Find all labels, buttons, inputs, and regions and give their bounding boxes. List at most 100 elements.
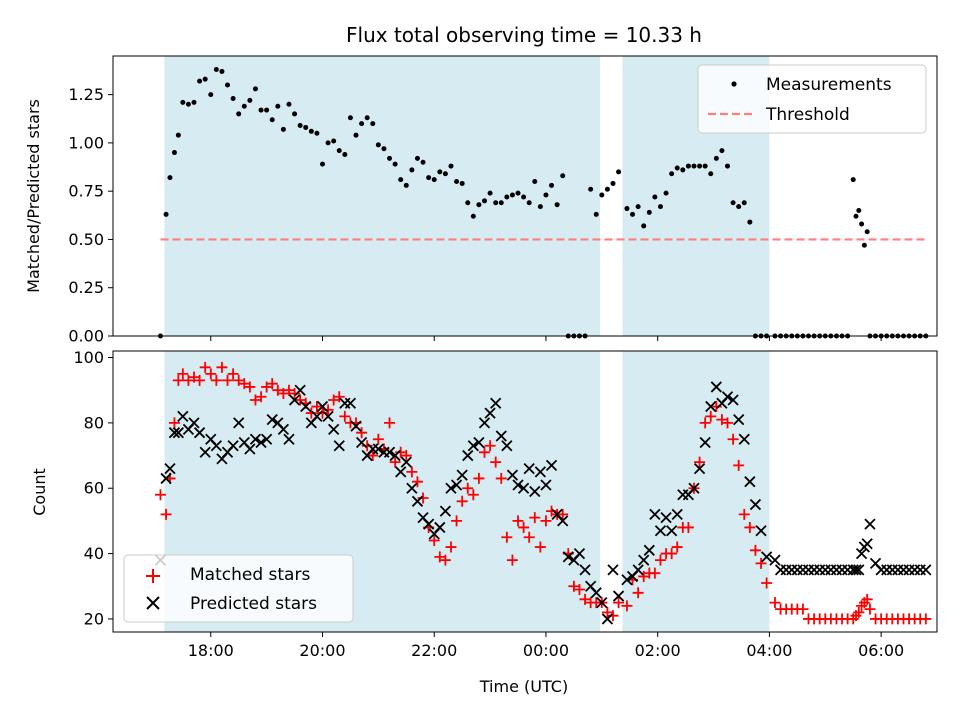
matched-stars-point (613, 597, 625, 609)
measurements-point (669, 171, 675, 177)
matched-stars-point (222, 374, 234, 386)
predicted-stars-point (294, 384, 306, 396)
predicted-stars-point (495, 430, 507, 442)
predicted-stars-point (478, 417, 491, 429)
matched-stars-point (277, 387, 289, 399)
predicted-stars-point (861, 538, 873, 550)
measurements-point (353, 132, 359, 138)
measurements-point (431, 177, 437, 183)
matched-stars-point (244, 381, 256, 393)
matched-stars-point (456, 495, 468, 507)
measurements-point (197, 78, 203, 84)
measurements-point (719, 148, 725, 154)
measurements-point (347, 115, 353, 121)
bottom-x-tick-label: 20:00 (299, 641, 345, 660)
predicted-stars-point (501, 440, 513, 452)
predicted-stars-point (755, 525, 767, 537)
matched-stars-point (400, 450, 412, 462)
top-data-marks (157, 67, 929, 339)
matched-stars-point (601, 606, 613, 618)
predicted-stars-point (164, 462, 176, 475)
matched-stars-point (632, 587, 644, 599)
matched-stars-point (361, 440, 373, 452)
matched-stars-point (160, 508, 172, 520)
matched-stars-point (546, 505, 558, 517)
matched-stars-point (920, 613, 932, 625)
measurements-point (515, 190, 521, 196)
measurements-point (180, 99, 186, 105)
matched-stars-point (518, 521, 530, 533)
bottom-y-tick-label: 60 (84, 479, 104, 498)
measurements-point (509, 192, 515, 198)
predicted-stars-point (311, 410, 323, 422)
matched-stars-point (490, 456, 502, 468)
bottom-y-tick-label: 20 (84, 609, 104, 628)
matched-stars-point (540, 515, 552, 527)
matched-stars-point (434, 551, 446, 563)
predicted-stars-point (316, 400, 329, 413)
predicted-stars-point (210, 440, 222, 452)
matched-stars-point (666, 548, 678, 560)
predicted-stars-point (632, 564, 644, 576)
matched-stars-point (462, 482, 474, 494)
predicted-stars-point (920, 564, 932, 576)
matched-stars-point (699, 417, 711, 429)
top-y-tick-label: 1.25 (68, 85, 104, 104)
measurements-point (252, 86, 258, 92)
matched-stars-point (367, 450, 379, 462)
top-y-axis-label: Matched/Predicted stars (24, 99, 43, 293)
matched-stars-point (333, 391, 345, 403)
matched-stars-point (439, 554, 451, 566)
matched-stars-point (534, 541, 546, 553)
measurements-point (593, 211, 599, 217)
matched-stars-point (322, 404, 334, 416)
predicted-stars-point (439, 505, 452, 517)
measurements-point (526, 200, 532, 206)
predicted-stars-point (400, 456, 412, 468)
predicted-stars-point (450, 479, 463, 491)
predicted-stars-point (727, 394, 739, 406)
legend-threshold-label: Threshold (765, 105, 850, 125)
predicted-stars-point (395, 466, 407, 478)
matched-stars-point (328, 394, 340, 406)
bottom-x-tick-label: 04:00 (746, 641, 792, 660)
matched-stars-point (769, 597, 781, 609)
predicted-stars-point (760, 551, 773, 563)
measurements-point (476, 202, 482, 208)
predicted-stars-point (733, 413, 745, 426)
measurements-point (236, 111, 242, 117)
matched-stars-point (864, 603, 876, 615)
measurements-point (487, 190, 493, 196)
matched-stars-point (705, 410, 717, 422)
matched-stars-point (682, 521, 694, 533)
measurements-point (521, 194, 527, 200)
measurements-point (185, 101, 191, 107)
predicted-stars-point (688, 482, 700, 494)
measurements-point (604, 186, 610, 192)
predicted-stars-point (579, 564, 591, 576)
predicted-stars-point (199, 446, 211, 458)
matched-stars-point (506, 554, 518, 566)
measurements-point (414, 155, 420, 161)
measurements-point (292, 111, 298, 117)
matched-stars-point (411, 476, 423, 488)
predicted-stars-point (545, 459, 558, 471)
predicted-stars-point (467, 440, 479, 452)
matched-stars-point (389, 456, 401, 468)
predicted-stars-point (473, 436, 485, 449)
matched-stars-point (495, 472, 507, 484)
matched-stars-point (621, 600, 633, 612)
measurements-point (504, 194, 510, 200)
matched-stars-point (305, 407, 317, 419)
measurements-point (610, 180, 616, 186)
predicted-stars-point (350, 420, 362, 432)
matched-stars-point (861, 593, 873, 605)
matched-stars-point (199, 361, 211, 373)
predicted-stars-point (705, 400, 717, 413)
matched-stars-point (755, 557, 767, 569)
measurements-point (861, 242, 867, 248)
predicted-stars-point (445, 482, 457, 494)
predicted-stars-point (699, 436, 711, 449)
measurements-point (375, 142, 381, 148)
predicted-stars-point (738, 433, 750, 445)
